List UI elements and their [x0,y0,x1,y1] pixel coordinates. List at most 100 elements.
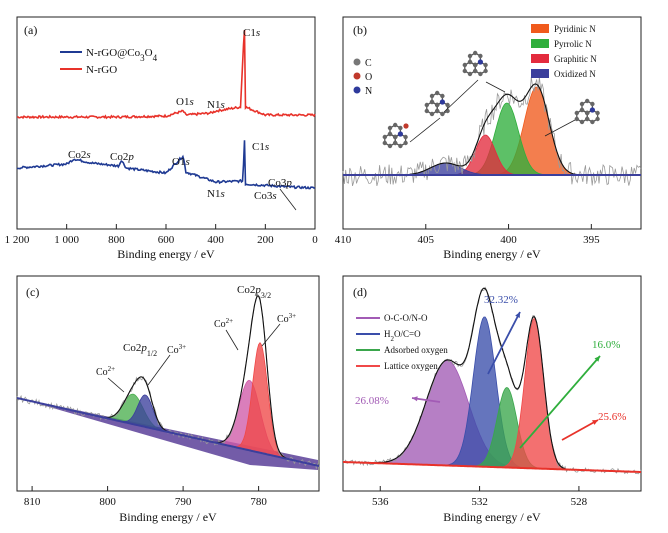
molecule-atom [595,116,600,122]
molecule-atom [382,140,387,146]
atom-dot-n [353,86,361,94]
percent-arrow [519,355,601,449]
molecule-atom [440,93,445,99]
legend-swatch-pyridinic [531,24,549,33]
pointer-co3plus-left [147,354,171,386]
molecule-atom [424,102,429,108]
molecule-atom [440,111,445,117]
molecule-atom [429,93,435,99]
molecule-atom [483,68,488,74]
panel-b-xtick-label: 410 [335,234,352,246]
annot-co3plus-left: Co3+ [167,343,186,356]
pointer-co2plus-right [225,329,239,351]
panel-a-xtick-label: 200 [257,234,274,246]
molecule-atom [424,108,429,114]
annot-co3plus-right: Co3+ [277,312,296,325]
legend-label-h2o: H2O/C=O [384,329,421,343]
legend-label-n-rgo: N-rGO [86,64,117,76]
molecule-n-atom [397,131,403,137]
molecule-atom [429,111,435,117]
molecule-atom [445,102,450,108]
atom-dot-c [353,58,361,66]
panel-a-legend: N-rGO@Co3O4 N-rGO [60,47,158,76]
molecule-pointer [409,117,441,143]
molecule-atom [585,110,590,116]
annot-co2s: Co2s [68,149,91,161]
molecule-atom [590,101,595,107]
atom-label-o: O [365,72,372,83]
panel-d-percent-labels: 32.32% 16.0% 26.08% 25.6% [355,294,626,423]
panel-a-xlabel: Binding energy / eV [117,247,215,261]
molecule-atom [403,140,408,146]
percent-arrow [487,311,521,375]
molecule-atom [435,108,440,114]
annot-co3p-pointer [279,188,297,211]
raw-spectrum [342,76,642,187]
molecule-atom [473,68,478,74]
molecule-pointer [544,119,576,137]
baseline [16,397,320,467]
annot-n1s-red: N1s [207,99,225,111]
molecule-n-atom [589,107,596,113]
legend-swatch-pyrrolic [531,39,549,48]
panel-c-xtick-label: 780 [250,496,267,508]
molecule-atom [590,119,595,125]
panel-a-xtick-label: 0 [312,234,318,246]
annot-n1s-blue: N1s [207,188,225,200]
molecule-o-atom [403,123,409,129]
annot-o1s-blue: O1s [172,156,190,168]
annot-co3s: Co3s [254,190,277,202]
panel-d-frame [342,275,642,492]
molecule-atom [393,122,398,128]
molecule-atom [462,68,467,74]
molecule-atom [579,119,585,125]
molecule-atom [595,110,600,116]
molecule-atom [387,125,393,131]
panel-a-annotations: C1s O1s N1s C1s O1s N1s Co2s Co2p Co3s C… [68,27,297,211]
panel-b-xtick-label: 395 [583,234,600,246]
atom-label-c: C [365,58,372,69]
molecule-atom [574,110,579,116]
legend-label-n-rgo-co3o4: N-rGO@Co3O4 [86,47,158,63]
percent-arrow-head [592,420,598,425]
legend-label-lattice: Lattice oxygen [384,361,438,371]
molecule-atom [403,134,408,140]
molecule-atom [585,116,590,122]
panel-c-frame [16,275,320,492]
series-line-n-rgo-co3o4 [16,140,316,190]
molecule-atom [579,101,585,107]
molecule-atom [429,99,435,105]
panel-c-xtick-label: 810 [24,496,41,508]
baseline [343,461,641,473]
annot-co2plus-right: Co2+ [214,317,233,330]
percent-arrow-head [594,356,600,362]
percent-h2o: 32.32% [484,294,518,306]
molecule-atom [398,143,403,149]
molecule-atom [478,71,483,77]
annot-co2p: Co2p [110,151,134,163]
series-line-n-rgo [16,29,316,120]
molecule-atom [585,98,590,104]
annot-co2plus-left: Co2+ [96,365,115,378]
panel-a-label: (a) [24,23,37,37]
panel-c: (c) 810 800 790 780 Binding energy / eV Co2… [16,275,320,524]
atom-dot-o [353,72,361,80]
molecule-atom [473,50,478,56]
molecule-atom [483,62,488,68]
molecule-pointer [443,79,479,113]
percent-arrow-head [515,312,520,318]
panel-b-molecule-icons [382,50,600,149]
molecule-atom [387,131,393,137]
panel-d-xtick-label: 532 [471,496,488,508]
atom-label-n: N [365,86,372,97]
panel-a-xtick-label: 1 000 [54,234,79,246]
molecule-atom [473,62,478,68]
panel-b-xtick-label: 405 [418,234,435,246]
panel-a-xtick-label: 400 [207,234,224,246]
molecule-atom [478,53,483,59]
legend-swatch-oxidized [531,69,549,78]
panel-b-legend: Pyridinic N Pyrrolic N Graphitic N Oxidi… [531,24,597,79]
molecule-atom [387,143,393,149]
annot-c1s-blue: C1s [252,141,269,153]
peak-co3-2p3-2 [16,342,320,467]
